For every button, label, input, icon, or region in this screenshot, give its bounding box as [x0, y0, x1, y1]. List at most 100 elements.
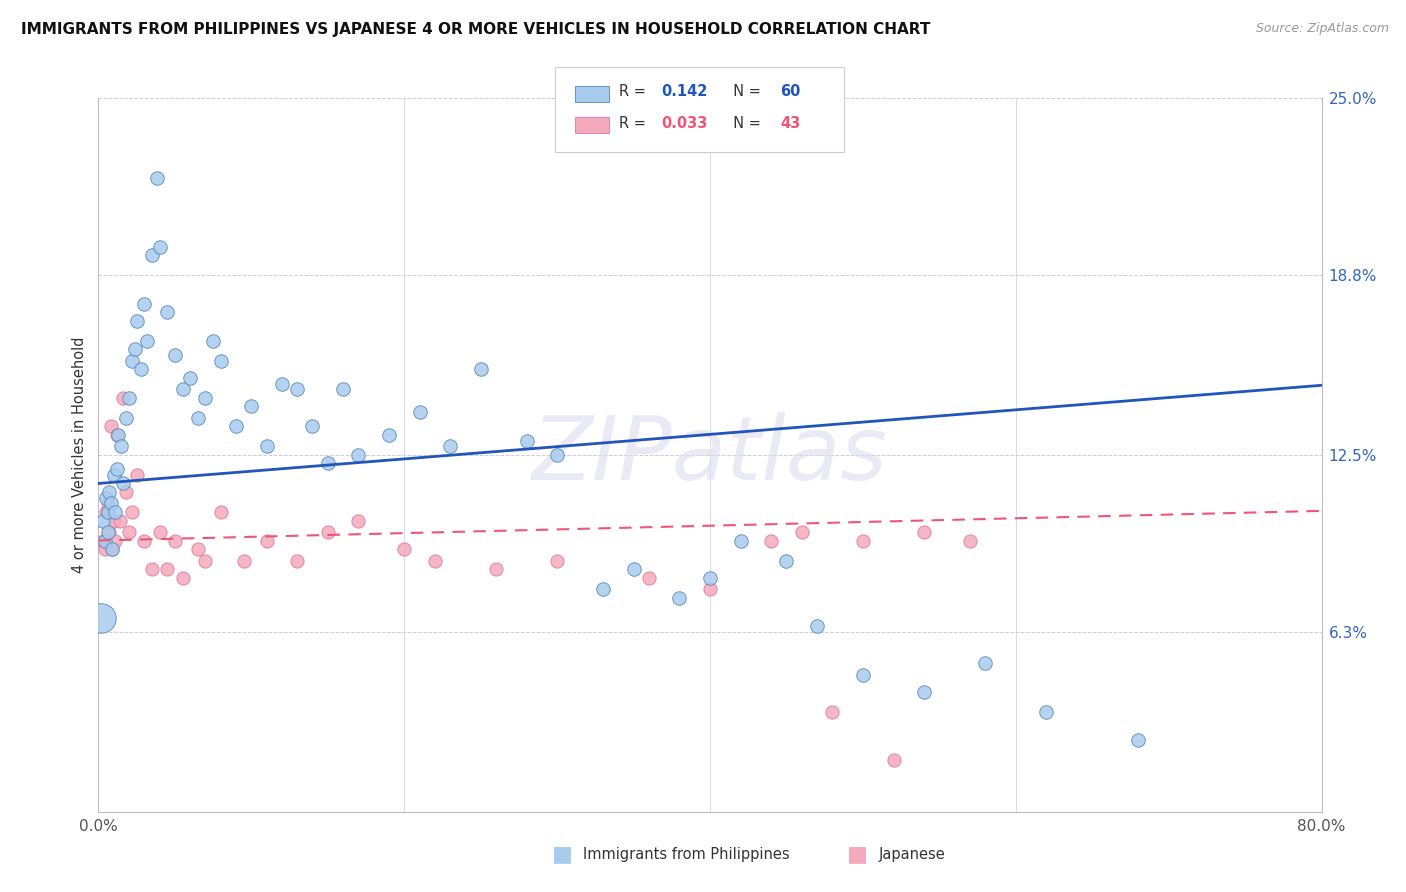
- Point: [285, 382, 308, 396]
- Point: [761, 533, 783, 548]
- Point: [546, 553, 568, 567]
- Point: [209, 505, 232, 519]
- Y-axis label: 4 or more Vehicles in Household: 4 or more Vehicles in Household: [72, 336, 87, 574]
- Point: [316, 524, 339, 539]
- Point: [110, 439, 132, 453]
- Point: [97, 524, 120, 539]
- Point: [104, 533, 127, 548]
- Point: [94, 505, 117, 519]
- Point: [91, 514, 114, 528]
- Point: [125, 314, 148, 328]
- Text: ■: ■: [553, 845, 572, 864]
- Point: [623, 562, 645, 576]
- Point: [179, 371, 201, 385]
- Text: Japanese: Japanese: [879, 847, 945, 862]
- Point: [285, 553, 308, 567]
- Point: [485, 562, 508, 576]
- Point: [163, 533, 186, 548]
- Point: [115, 485, 138, 500]
- Point: [98, 524, 121, 539]
- Text: ZIPatlas: ZIPatlas: [533, 412, 887, 498]
- Text: Immigrants from Philippines: Immigrants from Philippines: [583, 847, 790, 862]
- Point: [101, 542, 124, 557]
- Text: IMMIGRANTS FROM PHILIPPINES VS JAPANESE 4 OR MORE VEHICLES IN HOUSEHOLD CORRELAT: IMMIGRANTS FROM PHILIPPINES VS JAPANESE …: [21, 22, 931, 37]
- Point: [332, 382, 354, 396]
- Point: [141, 248, 163, 262]
- Point: [852, 667, 875, 681]
- Point: [136, 334, 159, 348]
- Point: [423, 553, 446, 567]
- Point: [156, 305, 179, 319]
- Point: [974, 657, 997, 671]
- Point: [699, 571, 721, 585]
- Point: [347, 514, 370, 528]
- Text: 0.033: 0.033: [661, 116, 707, 130]
- Point: [141, 562, 163, 576]
- Point: [98, 485, 121, 500]
- Point: [225, 419, 247, 434]
- Text: 43: 43: [780, 116, 800, 130]
- Point: [105, 428, 128, 442]
- Text: 60: 60: [780, 85, 800, 99]
- Point: [107, 428, 129, 442]
- Point: [93, 542, 115, 557]
- Point: [187, 542, 209, 557]
- Point: [156, 562, 179, 576]
- Point: [121, 353, 143, 368]
- Point: [100, 419, 122, 434]
- Point: [134, 296, 156, 310]
- Point: [959, 533, 981, 548]
- Point: [202, 334, 225, 348]
- Point: [240, 400, 263, 414]
- Point: [121, 505, 143, 519]
- Point: [125, 467, 148, 482]
- Point: [730, 533, 752, 548]
- Point: [256, 533, 278, 548]
- Point: [883, 753, 905, 767]
- Point: [94, 491, 117, 505]
- Point: [149, 524, 172, 539]
- Point: [105, 462, 128, 476]
- Text: ■: ■: [848, 845, 868, 864]
- Point: [118, 524, 141, 539]
- Point: [790, 524, 813, 539]
- Point: [821, 705, 844, 719]
- Point: [172, 571, 194, 585]
- Point: [232, 553, 254, 567]
- Point: [592, 582, 614, 596]
- Point: [668, 591, 690, 605]
- Point: [145, 171, 167, 186]
- Point: [90, 610, 112, 624]
- Point: [129, 362, 152, 376]
- Text: Source: ZipAtlas.com: Source: ZipAtlas.com: [1256, 22, 1389, 36]
- Point: [347, 448, 370, 462]
- Point: [775, 553, 797, 567]
- Point: [301, 419, 323, 434]
- Text: R =: R =: [619, 85, 650, 99]
- Point: [392, 542, 416, 557]
- Point: [93, 533, 115, 548]
- Point: [115, 410, 138, 425]
- Point: [91, 533, 114, 548]
- Point: [194, 391, 217, 405]
- Point: [111, 476, 134, 491]
- Point: [912, 685, 935, 699]
- Point: [97, 496, 120, 510]
- Text: N =: N =: [724, 116, 766, 130]
- Point: [124, 343, 146, 357]
- Point: [172, 382, 194, 396]
- Point: [439, 439, 461, 453]
- Point: [187, 410, 209, 425]
- Point: [470, 362, 492, 376]
- Point: [108, 514, 131, 528]
- Point: [101, 542, 124, 557]
- Point: [408, 405, 430, 419]
- Point: [194, 553, 217, 567]
- Point: [134, 533, 156, 548]
- Point: [546, 448, 568, 462]
- Point: [111, 391, 134, 405]
- Point: [912, 524, 935, 539]
- Text: 0.142: 0.142: [661, 85, 707, 99]
- Point: [1035, 705, 1057, 719]
- Point: [100, 496, 122, 510]
